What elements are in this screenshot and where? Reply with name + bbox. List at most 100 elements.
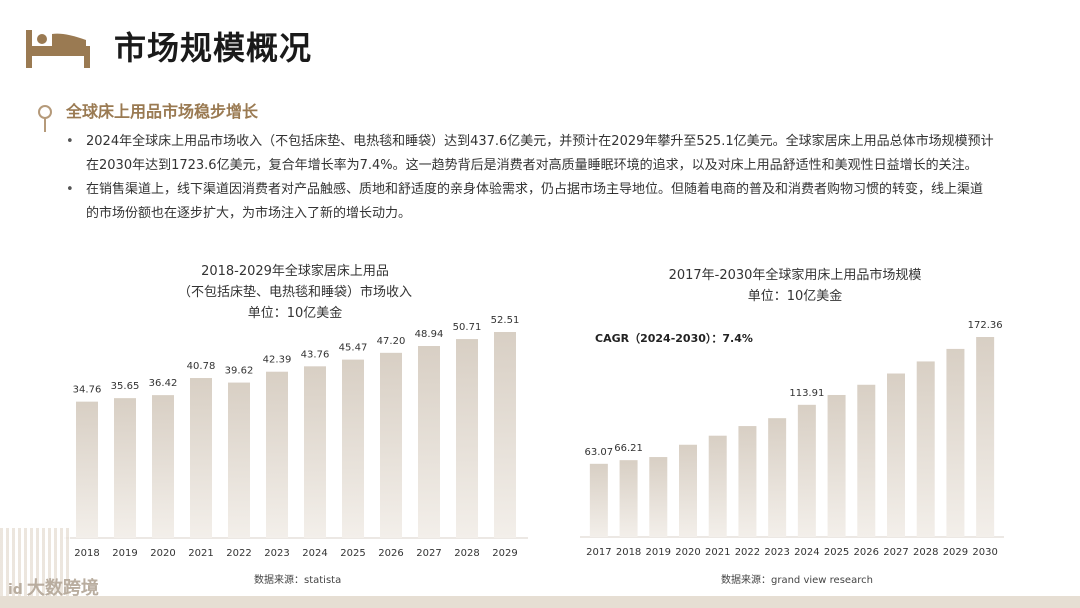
bar — [827, 394, 846, 537]
tick-label: 2025 — [824, 547, 849, 558]
bullet-text-line: 在销售渠道上，线下渠道因消费者对产品触感、质地和舒适度的亲身体验需求，仍占据市场… — [86, 182, 984, 197]
data-label: 52.51 — [491, 315, 520, 326]
bullet-dot-icon: • — [66, 182, 74, 197]
tick-label: 2027 — [416, 548, 441, 559]
tick-label: 2024 — [302, 548, 327, 559]
circle-marker-icon — [38, 105, 52, 119]
tick-label: 2028 — [454, 548, 479, 559]
tick-label: 2029 — [943, 547, 968, 558]
tick-label: 2018 — [616, 547, 641, 558]
data-label: 34.76 — [73, 385, 102, 396]
bar — [380, 352, 402, 538]
tick-label: 2019 — [112, 548, 137, 559]
bar — [946, 348, 965, 537]
data-label: 42.39 — [263, 355, 292, 366]
bar — [304, 366, 326, 538]
data-label: 47.20 — [377, 336, 406, 347]
data-label: 48.94 — [415, 329, 444, 340]
bar — [679, 444, 697, 537]
logo-mark-icon: id — [8, 582, 23, 598]
tick-label: 2026 — [378, 548, 403, 559]
chart-plot: 63.07 2017 66.21 2018 2019 2020 2021 2022 2023 11… — [580, 320, 1004, 558]
chart-unit: 单位：10亿美金 — [747, 289, 843, 304]
bar — [228, 382, 250, 538]
section-header: 全球床上用品市场稳步增长 — [38, 100, 1048, 132]
marker-line — [44, 118, 46, 132]
decorative-stripes — [0, 528, 70, 608]
bar — [708, 435, 727, 537]
chart-title: 2017年-2030年全球家用床上用品市场规模 — [668, 268, 922, 283]
bullet-dot-icon: • — [66, 134, 74, 149]
bar — [114, 398, 136, 538]
tick-label: 2019 — [646, 547, 671, 558]
bar — [976, 337, 995, 537]
data-label: 50.71 — [453, 322, 482, 333]
bar — [589, 463, 608, 537]
tick-label: 2030 — [972, 547, 997, 558]
logo: id 大数跨境 — [8, 574, 99, 600]
market-size-bar-chart: 2017年-2030年全球家用床上用品市场规模 单位：10亿美金 CAGR（20… — [580, 266, 1010, 592]
tick-label: 2021 — [705, 547, 730, 558]
tick-label: 2026 — [854, 547, 879, 558]
bar — [456, 339, 478, 538]
tick-label: 2018 — [74, 548, 99, 559]
bar — [266, 371, 288, 538]
bar — [418, 346, 440, 538]
summary-section: 全球床上用品市场稳步增长 • 2024年全球床上用品市场收入（不包括床垫、电热毯… — [38, 100, 1048, 226]
data-label: 66.21 — [614, 443, 643, 454]
bar — [887, 373, 905, 537]
tick-label: 2020 — [150, 548, 175, 559]
bullet-item: • 2024年全球床上用品市场收入（不包括床垫、电热毯和睡袋）达到437.6亿美… — [62, 130, 1048, 178]
data-label: 63.07 — [585, 447, 614, 458]
bar — [619, 460, 638, 537]
data-label: 113.91 — [789, 388, 824, 399]
tick-label: 2017 — [586, 547, 611, 558]
data-label: 35.65 — [111, 381, 140, 392]
page-title: 市场规模概况 — [114, 29, 313, 67]
cagr-annotation: CAGR（2024-2030）：7.4% — [595, 332, 753, 345]
data-label: 36.42 — [149, 378, 178, 389]
tick-label: 2022 — [735, 547, 760, 558]
bar — [190, 378, 212, 538]
bar — [768, 418, 787, 537]
revenue-bar-chart: 2018-2029年全球家居床上用品 （不包括床垫、电热毯和睡袋）市场收入 单位… — [60, 262, 530, 592]
tick-label: 2028 — [913, 547, 938, 558]
section-title: 全球床上用品市场稳步增长 — [66, 102, 259, 121]
data-label: 172.36 — [968, 320, 1003, 331]
logo-text: 大数跨境 — [26, 578, 99, 599]
bar — [494, 332, 516, 538]
bar — [76, 401, 98, 538]
data-label: 45.47 — [339, 343, 368, 354]
bar — [916, 361, 935, 537]
tick-label: 2029 — [492, 548, 517, 559]
tick-label: 2022 — [226, 548, 251, 559]
tick-label: 2023 — [764, 547, 789, 558]
chart-source: 数据来源：grand view research — [721, 575, 873, 586]
bullet-list: • 2024年全球床上用品市场收入（不包括床垫、电热毯和睡袋）达到437.6亿美… — [62, 130, 1048, 226]
page-header: 市场规模概况 — [24, 24, 624, 84]
data-label: 43.76 — [301, 349, 330, 360]
tick-label: 2021 — [188, 548, 213, 559]
bullet-item: • 在销售渠道上，线下渠道因消费者对产品触感、质地和舒适度的亲身体验需求，仍占据… — [62, 178, 1048, 226]
data-label: 40.78 — [187, 361, 216, 372]
bullet-text-line: 在2030年达到1723.6亿美元，复合年增长率为7.4%。这一趋势背后是消费者… — [86, 158, 978, 173]
bullet-text-line: 的市场份额也在逐步扩大，为市场注入了新的增长动力。 — [86, 206, 412, 221]
bar — [342, 359, 364, 538]
chart-unit: 单位：10亿美金 — [247, 306, 343, 321]
bed-icon — [26, 30, 90, 68]
bar — [152, 395, 174, 538]
chart-subtitle: （不包括床垫、电热毯和睡袋）市场收入 — [177, 285, 412, 300]
chart-plot: 34.76 2018 35.65 2019 36.42 2020 40.78 2021 39.6… — [64, 315, 528, 559]
footer-band — [0, 596, 1080, 608]
bullet-text-line: 2024年全球床上用品市场收入（不包括床垫、电热毯和睡袋）达到437.6亿美元，… — [86, 134, 994, 149]
chart-source: 数据来源：statista — [254, 575, 342, 586]
bar — [649, 457, 668, 537]
tick-label: 2027 — [883, 547, 908, 558]
tick-label: 2025 — [340, 548, 365, 559]
chart-title: 2018-2029年全球家居床上用品 — [201, 264, 389, 279]
bar — [738, 426, 757, 537]
bar — [797, 404, 816, 537]
tick-label: 2024 — [794, 547, 819, 558]
bar — [857, 384, 876, 537]
tick-label: 2023 — [264, 548, 289, 559]
